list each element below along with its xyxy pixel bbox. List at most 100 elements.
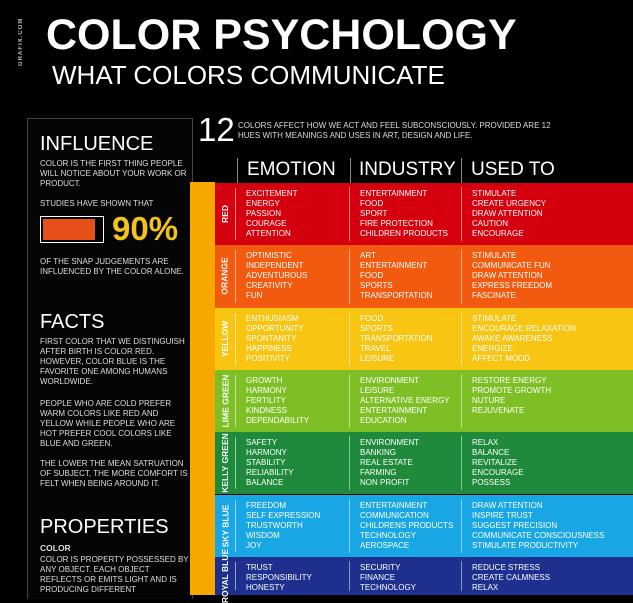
- cell-used: DRAW ATTENTION INSPIRE TRUST SUGGEST PRECI…: [472, 501, 604, 551]
- cell-item: ALTERNATIVE ENERGY: [360, 395, 450, 405]
- color-row: SKY BLUE FREEDOM SELF EXPRESSION TRUSTWORTH…: [215, 494, 633, 557]
- cell-item: FREEDOM: [246, 500, 286, 510]
- cell-item: LEISURE: [360, 385, 395, 395]
- accent-strip: [190, 182, 215, 595]
- color-name: SKY BLUE: [220, 504, 231, 548]
- cell-item: CHILDREN PRODUCTS: [360, 229, 449, 238]
- color-row-label: ORANGE: [215, 245, 235, 307]
- cell-industry: ART ENTERTAINMENT FOOD SPORTS TRANSPORTATION: [360, 251, 432, 301]
- cell-item: ART: [360, 251, 376, 261]
- cell-emotion: FREEDOM SELF EXPRESSION TRUSTWORTH WISDOM JO…: [246, 501, 320, 551]
- cell-item: RELIABILITY: [246, 468, 294, 478]
- cell-item: FARMING: [360, 468, 397, 478]
- row-label-divider: [235, 437, 236, 490]
- cell-item: WISDOM: [246, 530, 280, 540]
- cell-item: FOOD: [360, 199, 384, 208]
- fact-1: FIRST COLOR THAT WE DISTINGUISH AFTER BI…: [40, 337, 185, 386]
- cell-item: CAUTION: [472, 219, 508, 228]
- cell-item: FIRE PROTECTION: [360, 219, 433, 228]
- studies-text: STUDIES HAVE SHOWN THAT: [40, 199, 154, 208]
- cell-item: SPORTS: [360, 323, 393, 333]
- cell-item: TRUST: [246, 562, 273, 572]
- cell-industry: FOOD SPORTS TRANSPORTATION TRAVEL LEISURE: [360, 314, 432, 364]
- cell-item: DRAW ATTENTION: [472, 500, 543, 510]
- cell-emotion: TRUST RESPONSIBILITY HONESTY: [246, 563, 312, 593]
- cell-item: REJUVENATE: [472, 405, 525, 415]
- cell-item: ENVIRONMENT: [360, 375, 420, 385]
- column-divider: [349, 373, 350, 429]
- column-divider: [461, 373, 462, 429]
- cell-emotion: EXCITEMENT ENERGY PASSION COURAGE ATTENTION: [246, 189, 298, 239]
- column-divider: [349, 187, 350, 242]
- cell-item: CHILDRENS PRODUCTS: [360, 520, 454, 530]
- color-row: LIME GREEN GROWTH HARMONY FERTILITY KINDNESS…: [215, 369, 633, 433]
- cell-item: ENCOURAGE RELAXATION: [472, 323, 576, 333]
- cell-item: FUN: [246, 291, 263, 301]
- cell-item: GROWTH: [246, 375, 283, 385]
- cell-item: KINDNESS: [246, 405, 287, 415]
- row-label-divider: [235, 250, 236, 303]
- row-label-divider: [235, 312, 236, 365]
- fact-2: PEOPLE WHO ARE COLD PREFER WARM COLORS L…: [40, 399, 176, 448]
- color-name: LIME GREEN: [220, 374, 230, 428]
- cell-item: STABILITY: [246, 458, 286, 468]
- cell-item: TRUSTWORTH: [246, 520, 303, 530]
- cell-item: TRANSPORTATION: [360, 291, 433, 301]
- cell-item: TECHNOLOGY: [360, 530, 417, 540]
- cell-item: ENERGIZE: [472, 343, 513, 353]
- cell-item: POSITIVITY: [246, 353, 291, 363]
- cell-item: HARMONY: [246, 448, 287, 458]
- color-row-label: SKY BLUE: [215, 495, 235, 557]
- influence-heading: INFLUENCE: [40, 133, 154, 155]
- cell-item: OPPORTUNITY: [246, 323, 304, 333]
- row-label-divider: [235, 188, 236, 241]
- header-divider: [237, 158, 238, 184]
- color-row: ROYAL BLUE TRUST RESPONSIBILITY HONESTY SECU…: [215, 549, 633, 603]
- column-divider: [461, 187, 462, 242]
- cell-item: COMMUNICATE CONSCIOUSNESS: [472, 530, 605, 540]
- influence-text: COLOR IS THE FIRST THING PEOPLE WILL NOT…: [40, 159, 187, 188]
- cell-item: CREATE URGENCY: [472, 199, 547, 208]
- cell-industry: SECURITY FINANCE TECHNOLOGY: [360, 563, 416, 593]
- color-row: RED EXCITEMENT ENERGY PASSION COURAGE ATTENTI…: [215, 183, 633, 246]
- cell-item: AWAKE AWARENESS: [472, 333, 553, 343]
- cell-item: ENTERTAINMENT: [360, 500, 428, 510]
- cell-item: EDUCATION: [360, 415, 407, 425]
- cell-item: BALANCE: [246, 478, 284, 488]
- page-subtitle: WHAT COLORS COMMUNICATE: [52, 60, 445, 90]
- cell-item: RELAX: [472, 438, 499, 448]
- color-name: KELLY GREEN: [220, 433, 230, 494]
- cell-item: FASCINATE: [472, 291, 516, 301]
- cell-item: COMMUNICATION: [360, 510, 429, 520]
- cell-item: DRAW ATTENTION: [472, 209, 543, 218]
- cell-item: EXPRESS FREEDOM: [472, 281, 553, 291]
- cell-used: REDUCE STRESS CREATE CALMNESS RELAX: [472, 563, 550, 593]
- column-divider: [349, 311, 350, 366]
- cell-used: RELAX BALANCE REVITALIZE ENCOURAGE POSSESS: [472, 438, 524, 488]
- brand-mark: GRAFIX.COM: [18, 17, 24, 66]
- cell-item: NON PROFIT: [360, 478, 410, 488]
- cell-item: BANKING: [360, 448, 397, 458]
- cell-used: STIMULATE ENCOURAGE RELAXATION AWAKE AWARE…: [472, 314, 576, 364]
- color-name: ORANGE: [220, 257, 230, 296]
- intro-text: COLORS AFFECT HOW WE ACT AND FEEL SUBCON…: [238, 121, 551, 140]
- cell-item: REAL ESTATE: [360, 458, 413, 468]
- cell-item: AFFECT MOOD: [472, 353, 531, 363]
- cell-item: FOOD: [360, 271, 384, 281]
- percent-value: 90%: [112, 210, 179, 247]
- cell-item: EXCITEMENT: [246, 189, 298, 198]
- cell-item: DRAW ATTENTION: [472, 271, 543, 281]
- row-label-divider: [235, 561, 236, 590]
- cell-item: FERTILITY: [246, 395, 286, 405]
- color-row: ORANGE OPTIMISTIC INDEPENDENT ADVENTUROUS CR…: [215, 245, 633, 308]
- hue-count: 12: [198, 111, 235, 148]
- color-row-label: ROYAL BLUE: [215, 549, 235, 603]
- cell-emotion: OPTIMISTIC INDEPENDENT ADVENTUROUS CREATIVI…: [246, 251, 307, 301]
- color-row-label: KELLY GREEN: [215, 432, 235, 494]
- page-title: COLOR PSYCHOLOGY: [46, 11, 517, 59]
- cell-item: SPORT: [360, 209, 388, 218]
- cell-item: SECURITY: [360, 562, 401, 572]
- color-text: COLOR IS PROPERTY POSSESSED BY ANY OBJEC…: [40, 555, 189, 594]
- cell-item: HONESTY: [246, 582, 285, 592]
- cell-item: FOOD: [360, 313, 384, 323]
